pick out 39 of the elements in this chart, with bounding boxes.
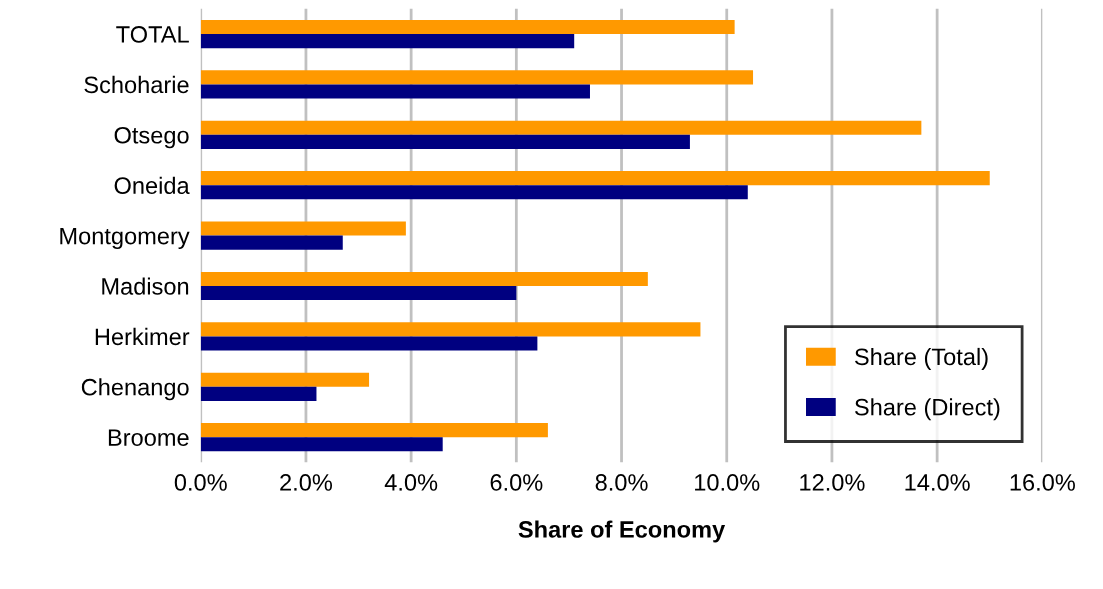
legend-label: Share (Total) [855,347,988,370]
x-axis-title: Share of Economy [518,520,726,543]
x-tick-label: 6.0% [490,474,543,491]
x-tick-label: 12.0% [800,474,865,491]
y-tick-label: Chenango [81,378,189,401]
bar [200,221,406,236]
bar [200,19,735,35]
x-tick-label: 14.0% [905,474,970,491]
bar [200,70,754,85]
y-tick-label: Herkimer [95,327,190,346]
bar [200,372,370,387]
y-tick-label: Otsego [114,126,189,149]
bar [200,336,538,351]
y-tick-label: Oneida [114,176,190,194]
bar [200,285,517,301]
x-tick-label: 16.0% [1010,474,1075,491]
bar [200,34,575,49]
bar [200,235,343,250]
x-tick-label: 4.0% [384,474,438,491]
bar [200,437,443,452]
bar [200,134,690,149]
x-tick-label: 0.0% [174,474,227,491]
bar [200,185,748,200]
legend-label: Share (Direct) [855,398,1000,421]
x-tick-label: 2.0% [280,474,333,491]
y-tick-label: Montgomery [60,227,190,250]
bar [200,322,701,337]
bar [200,120,922,135]
y-tick-label: TOTAL [116,26,189,43]
bar [200,84,590,99]
bar [200,386,317,401]
bar [200,171,990,186]
y-tick-label: Schoharie [84,75,189,94]
x-tick-label: 8.0% [595,474,648,491]
x-tick-label: 10.0% [695,474,760,491]
y-tick-label: Broome [108,429,189,446]
y-tick-label: Madison [102,277,189,295]
bar [200,423,548,438]
bar [200,271,648,286]
